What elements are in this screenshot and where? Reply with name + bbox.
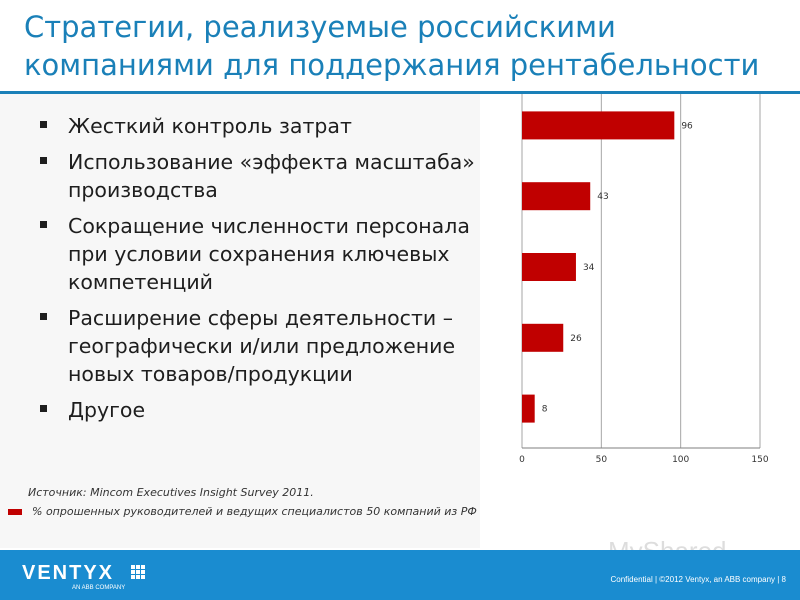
legend-label: % опрошенных руководителей и ведущих спе…	[32, 505, 477, 518]
bar	[522, 182, 591, 211]
bar-value-label: 34	[583, 263, 595, 273]
strategy-list: Жесткий контроль затрат Использование «э…	[38, 112, 478, 432]
bullet-panel	[0, 94, 480, 548]
list-item-text: Другое	[68, 398, 146, 422]
bar-value-label: 8	[542, 405, 548, 415]
footer-confidential: Confidential | ©2012 Ventyx, an ABB comp…	[610, 575, 787, 584]
bullet-square-icon	[40, 121, 47, 128]
bullet-square-icon	[40, 221, 47, 228]
list-item: Расширение сферы деятельности – географи…	[38, 304, 478, 388]
bar	[522, 323, 564, 352]
bar-chart: 0 50 100 150 96 43 34 26 8	[519, 94, 769, 465]
source-note: Источник: Mincom Executives Insight Surv…	[28, 486, 314, 499]
list-item-text: Сокращение численности персонала при усл…	[68, 214, 470, 294]
list-item: Жесткий контроль затрат	[38, 112, 478, 140]
ventyx-logo: VENTYX	[22, 562, 115, 584]
bullet-square-icon	[40, 405, 47, 412]
bar	[522, 394, 535, 423]
x-tick-label: 150	[751, 455, 768, 465]
bar	[522, 253, 576, 281]
logo-subtitle: AN ABB COMPANY	[72, 585, 126, 591]
footer-bar: VENTYX AN ABB COMPANY Confidential | ©20…	[0, 550, 800, 600]
bullet-square-icon	[40, 313, 47, 320]
title-divider	[0, 91, 800, 94]
bar-value-label: 96	[681, 121, 693, 131]
x-tick-label: 50	[596, 455, 608, 465]
list-item-text: Использование «эффекта масштаба» произво…	[68, 150, 475, 202]
list-item-text: Расширение сферы деятельности – географи…	[68, 306, 456, 386]
list-item: Использование «эффекта масштаба» произво…	[38, 148, 478, 204]
list-item-text: Жесткий контроль затрат	[68, 114, 352, 138]
bar	[522, 111, 675, 140]
list-item: Другое	[38, 396, 478, 424]
x-tick-label: 0	[519, 455, 525, 465]
bar-value-label: 43	[597, 192, 608, 202]
logo-grid-icon	[131, 565, 145, 579]
x-tick-label: 100	[672, 455, 689, 465]
page-title: Стратегии, реализуемые российскими компа…	[24, 10, 760, 82]
bar-value-label: 26	[570, 334, 582, 344]
list-item: Сокращение численности персонала при усл…	[38, 212, 478, 296]
bullet-square-icon	[40, 157, 47, 164]
legend-swatch	[8, 509, 22, 515]
